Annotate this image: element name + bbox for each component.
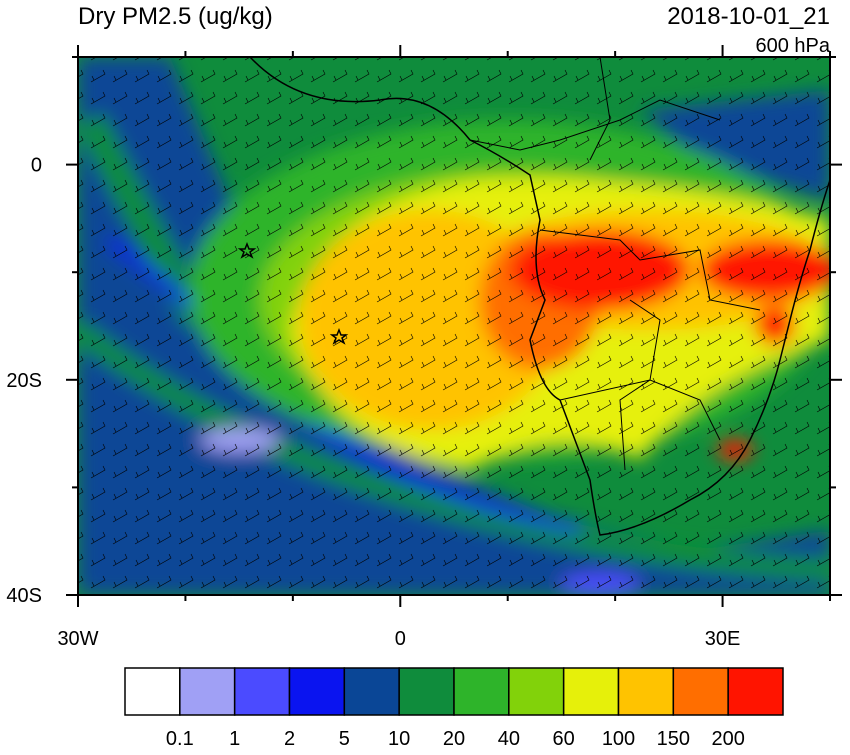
y-tick-label: 0: [31, 155, 42, 177]
x-tick-label: 30W: [57, 628, 98, 650]
coastline: [249, 57, 830, 536]
title: Dry PM2.5 (ug/kg): [78, 3, 273, 30]
y-tick-label: 20S: [6, 370, 42, 392]
colorbar-label: 100: [602, 728, 635, 750]
colorbar-box: [453, 667, 510, 716]
colorbar: 0.1 1 2 5 10 20 40 60 100 150 200: [124, 667, 784, 750]
colorbar-label: 150: [657, 728, 690, 750]
colorbar-label: 1: [229, 728, 240, 750]
x-tick-label: 0: [395, 628, 406, 650]
field: [78, 57, 830, 595]
colorbar-box: [233, 667, 291, 716]
map-frame: [77, 56, 831, 596]
x-tick-label: 30E: [705, 628, 741, 650]
y-tick-label: 40S: [6, 585, 42, 607]
colorbar-box: [562, 667, 620, 716]
colorbar-box: [508, 667, 565, 716]
colorbar-label: 2: [284, 728, 295, 750]
borders: [469, 57, 761, 471]
colorbar-label: 5: [339, 728, 350, 750]
wind-barbs: [78, 57, 830, 595]
ticks: 30W 0 30E 0 20S 40S: [6, 45, 842, 650]
colorbar-label: 20: [443, 728, 465, 750]
colorbar-label: 10: [388, 728, 410, 750]
colorbar-label: 0.1: [166, 728, 194, 750]
colorbar-label: 60: [553, 728, 575, 750]
colorbar-box: [124, 667, 181, 716]
colorbar-box: [343, 667, 400, 716]
colorbar-box: [727, 667, 784, 716]
colorbar-label: 40: [498, 728, 520, 750]
colorbar-box: [672, 667, 729, 716]
time-label: 2018-10-01_21: [667, 3, 830, 30]
star: [329, 327, 349, 345]
colorbar-box: [617, 667, 675, 716]
colorbar-box: [398, 667, 455, 716]
level-label: 600 hPa: [755, 35, 830, 57]
colorbar-box: [179, 667, 236, 716]
star: [237, 241, 257, 259]
colorbar-box: [288, 667, 346, 716]
colorbar-label: 200: [711, 728, 744, 750]
